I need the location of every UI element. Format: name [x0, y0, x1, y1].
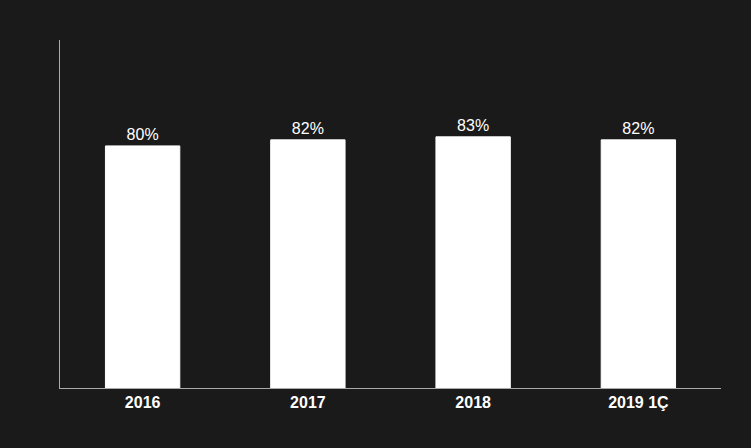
svg-text:2016: 2016 — [125, 394, 161, 411]
svg-text:2017: 2017 — [290, 394, 326, 411]
svg-text:83%: 83% — [457, 117, 489, 134]
svg-text:82%: 82% — [292, 120, 324, 137]
svg-text:80%: 80% — [127, 126, 159, 143]
svg-text:82%: 82% — [622, 120, 654, 137]
svg-text:2018: 2018 — [455, 394, 491, 411]
svg-text:2019 1Ç: 2019 1Ç — [608, 394, 669, 411]
